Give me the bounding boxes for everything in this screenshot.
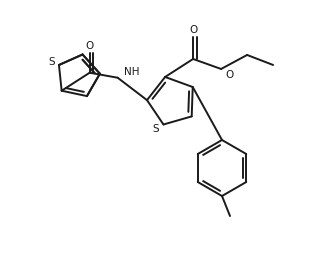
Text: S: S <box>49 57 55 67</box>
Text: O: O <box>225 70 233 80</box>
Text: O: O <box>189 25 197 35</box>
Text: O: O <box>86 41 94 51</box>
Text: S: S <box>152 124 159 135</box>
Text: NH: NH <box>124 67 139 77</box>
